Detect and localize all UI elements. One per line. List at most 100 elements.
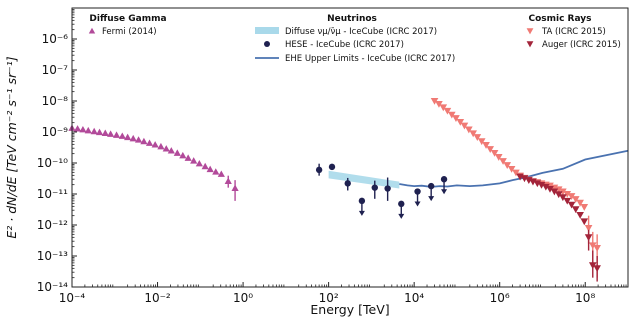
y-tick-label: 10⁻¹¹ [37, 187, 68, 201]
auger-point [546, 185, 554, 193]
y-tick-label: 10⁻¹³ [37, 249, 68, 263]
hese-upper-limit-head [414, 201, 421, 207]
ta-point [494, 154, 503, 161]
auger-point [580, 218, 589, 226]
hese-point [398, 200, 405, 208]
fermi-point [145, 139, 154, 146]
x-tick-label: 10⁻² [144, 291, 171, 305]
hese-point [358, 197, 366, 205]
hese-point [328, 163, 336, 171]
auger-point [529, 178, 537, 186]
ta-point [443, 107, 452, 115]
axes: 10⁻⁴ 10⁻² 10⁰ 10² 10⁴ 10⁶ 10⁸ 10⁻¹⁴ 10⁻¹³ 10⁻¹² 10… [4, 7, 629, 317]
legend-label-diffuse_band: Diffuse νμ/ν̄μ - IceCube (ICRC 2017) [285, 27, 437, 37]
legend: Diffuse Gamma Fermi (2014) Neutrinos Diffus… [88, 14, 621, 64]
ta-point [580, 203, 589, 211]
auger-point [520, 175, 529, 183]
auger-point [537, 181, 546, 189]
legend-label-hese: HESE - IceCube (ICRC 2017) [285, 40, 404, 50]
fermi-point [118, 132, 126, 139]
ta-point [507, 165, 516, 173]
auger-point [576, 211, 584, 219]
plot-area [68, 97, 629, 282]
y-tick-label: 10⁻⁷ [42, 63, 69, 77]
plot-frame [71, 7, 629, 288]
hese-point [384, 185, 391, 192]
fermi-point [95, 128, 104, 136]
legend-marker-hese [264, 41, 270, 47]
ta-point [490, 149, 499, 157]
auger-point [584, 234, 593, 242]
legend-label-ehe: EHE Upper Limits - IceCube (ICRC 2017) [285, 54, 455, 64]
hese-upper-limit-head [428, 196, 435, 202]
fermi-point [162, 145, 170, 152]
auger-point [588, 262, 597, 270]
ta-point [473, 134, 482, 141]
y-tick-label: 10⁻⁹ [42, 125, 69, 139]
y-tick-label: 10⁻⁶ [42, 32, 69, 46]
ta-point [482, 141, 490, 149]
x-tick-label: 10⁴ [404, 291, 424, 305]
fermi-point [190, 157, 198, 164]
hese-point [440, 176, 448, 183]
fermi-point [129, 134, 137, 142]
fermi-point [140, 137, 148, 145]
ta-point [512, 169, 520, 177]
ta-point [448, 111, 456, 119]
ta-point [477, 138, 486, 146]
hese-upper-limit-head [398, 213, 405, 219]
x-axis-label: Energy [TeV] [310, 302, 389, 317]
ta-point [503, 162, 512, 169]
fermi-point [167, 147, 175, 154]
ta-point [584, 224, 593, 232]
legend-group-title: Diffuse Gamma [89, 14, 166, 24]
ta-point [469, 130, 477, 138]
ta-point [456, 118, 465, 126]
hese-point [427, 182, 435, 190]
fermi-point [124, 133, 132, 141]
fermi-point [184, 154, 192, 161]
auger-point [571, 206, 580, 214]
hese-point [414, 188, 421, 195]
legend-group-title: Cosmic Rays [528, 14, 591, 24]
legend-group-title: Neutrinos [327, 14, 377, 24]
ta-point [588, 242, 597, 250]
fermi-point [206, 165, 214, 173]
auger-point [567, 201, 576, 209]
ehe-upper-limit-line [399, 149, 629, 188]
x-tick-label: 10² [319, 291, 339, 305]
fermi-point [224, 177, 232, 185]
legend-label-auger: Auger (ICRC 2015) [542, 40, 621, 50]
ta-point [486, 146, 495, 153]
y-tick-label: 10⁻¹² [37, 218, 68, 232]
y-tick-label: 10⁻¹⁴ [37, 280, 68, 294]
legend-label-fermi: Fermi (2014) [102, 27, 157, 37]
legend-marker-fermi [88, 27, 96, 34]
x-tick-label: 10⁻⁴ [59, 291, 86, 305]
fermi-point [231, 184, 239, 191]
ta-point [439, 104, 448, 112]
hese-upper-limit-head [441, 189, 448, 195]
fermi-point [217, 170, 225, 177]
legend-marker-diffuse-band [255, 27, 279, 34]
auger-point [559, 194, 567, 202]
diffuse-neutrino-band [328, 170, 400, 189]
auger-point [593, 265, 601, 273]
auger-point [563, 197, 572, 205]
ta-point [563, 190, 572, 198]
fermi-point [73, 125, 82, 132]
fermi-point [79, 125, 87, 133]
auger-point [550, 188, 559, 196]
y-tick-label: 10⁻⁸ [42, 94, 69, 108]
fermi-point [101, 129, 109, 137]
hese-point [315, 166, 323, 174]
legend-marker-ta [526, 28, 534, 35]
fermi-point [195, 159, 203, 167]
ta-point [465, 126, 473, 134]
fermi-point [212, 168, 220, 175]
ta-point [435, 100, 443, 108]
ta-point [593, 245, 601, 252]
x-tick-label: 10⁶ [490, 291, 510, 305]
ta-point [559, 188, 567, 196]
